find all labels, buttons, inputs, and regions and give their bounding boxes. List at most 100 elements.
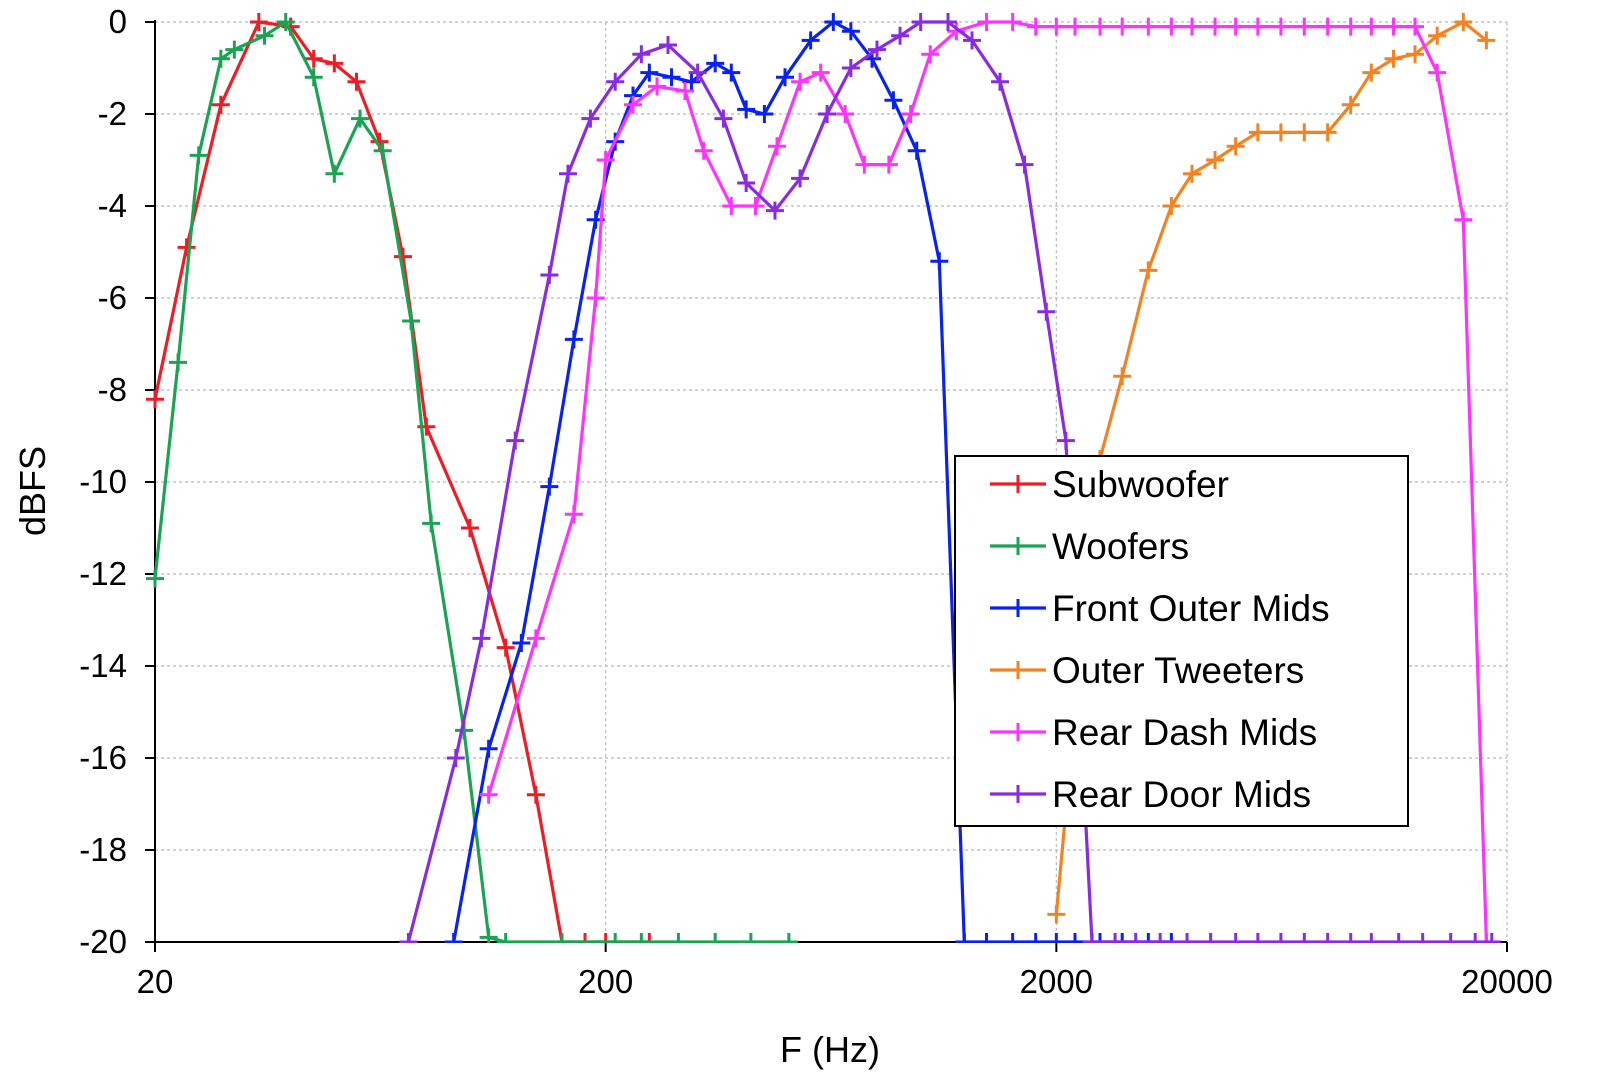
data-point	[606, 933, 625, 943]
data-point	[540, 477, 559, 496]
data-point	[779, 933, 798, 943]
data-point	[249, 13, 268, 31]
series-woofers	[146, 13, 798, 943]
data-point	[907, 141, 926, 160]
legend-label: Subwoofer	[1052, 464, 1229, 505]
data-point	[1226, 137, 1245, 156]
data-point	[1466, 933, 1485, 943]
series-line	[153, 20, 791, 943]
data-point	[1406, 17, 1425, 36]
legend-marker	[1009, 537, 1027, 555]
y-tick-label: -10	[79, 463, 127, 500]
data-point	[540, 266, 559, 284]
legend-item: Subwoofer	[990, 464, 1229, 505]
data-point	[225, 40, 244, 59]
x-tick-label: 2000	[1020, 963, 1093, 1000]
data-point	[276, 13, 295, 31]
data-point	[496, 933, 515, 943]
data-point	[722, 63, 741, 82]
data-point	[1113, 17, 1132, 36]
data-point	[955, 933, 974, 943]
data-point	[1454, 210, 1473, 229]
series-rear-dash-mids	[479, 13, 1496, 943]
data-point	[1226, 933, 1245, 943]
data-point	[402, 312, 421, 330]
data-point	[1015, 155, 1034, 174]
data-point	[189, 146, 208, 165]
legend-label: Rear Dash Mids	[1052, 712, 1317, 753]
data-point	[1441, 933, 1460, 943]
data-point	[373, 141, 392, 160]
data-point	[1026, 933, 1045, 943]
y-tick-label: -12	[79, 555, 127, 592]
series-layer	[146, 13, 1501, 943]
data-point	[581, 109, 600, 128]
data-point	[1206, 151, 1225, 169]
data-point	[325, 54, 344, 73]
data-point	[1362, 17, 1381, 36]
data-point	[304, 49, 323, 68]
data-point	[211, 49, 230, 68]
data-point	[1248, 17, 1267, 36]
data-point	[791, 169, 810, 188]
data-point	[1206, 17, 1225, 36]
data-point	[921, 45, 940, 64]
data-point	[930, 252, 949, 271]
data-point	[606, 72, 625, 91]
data-point	[963, 31, 982, 50]
data-point	[472, 629, 491, 648]
legend-marker	[1009, 661, 1027, 679]
data-point	[1178, 933, 1197, 943]
data-point	[1139, 261, 1158, 280]
legend-marker	[1009, 475, 1027, 493]
legend-label: Woofers	[1052, 526, 1189, 567]
data-point	[552, 933, 571, 943]
data-point	[1183, 164, 1201, 183]
data-point	[1271, 123, 1290, 142]
tick-labels: 0 -2 -4 -6 -8 -10 -12 -14 -16 -18 -20 20 200 2000 2000…	[79, 3, 1553, 1000]
legend-marker	[1009, 785, 1027, 803]
y-tick-label: -20	[79, 923, 127, 960]
data-point	[891, 26, 910, 45]
data-point	[1248, 933, 1267, 943]
series-outer-tweeters	[1047, 13, 1496, 924]
data-point	[1362, 933, 1381, 943]
data-point	[1151, 933, 1170, 943]
data-point	[1065, 933, 1084, 943]
data-point	[632, 933, 651, 943]
data-point	[1056, 431, 1075, 450]
data-point	[1318, 123, 1337, 142]
y-tick-label: -16	[79, 739, 127, 776]
data-point	[1406, 45, 1425, 64]
data-point	[350, 109, 369, 128]
data-point	[1091, 17, 1110, 36]
data-point	[1201, 933, 1220, 943]
data-point	[855, 155, 874, 174]
data-point	[1413, 933, 1432, 943]
data-point	[146, 390, 164, 409]
legend-item: Rear Door Mids	[990, 774, 1311, 815]
data-point	[1162, 17, 1181, 36]
data-point	[682, 72, 701, 91]
data-point	[1389, 933, 1408, 943]
data-point	[512, 634, 531, 652]
data-point	[768, 137, 787, 156]
data-point	[977, 933, 996, 943]
series-rear-door-mids	[399, 13, 1501, 943]
data-point	[688, 63, 707, 82]
data-point	[658, 36, 677, 54]
data-point	[559, 164, 578, 183]
data-point	[737, 174, 756, 192]
data-point	[1341, 933, 1360, 943]
data-point	[694, 141, 713, 160]
data-point	[722, 197, 741, 215]
data-point	[706, 54, 725, 73]
x-tick-label: 20	[137, 963, 174, 1000]
data-point	[1477, 31, 1496, 50]
data-point	[347, 72, 366, 91]
data-point	[1047, 17, 1066, 36]
y-tick-label: -4	[98, 187, 127, 224]
legend-marker	[1009, 723, 1027, 741]
data-point	[1362, 63, 1381, 82]
